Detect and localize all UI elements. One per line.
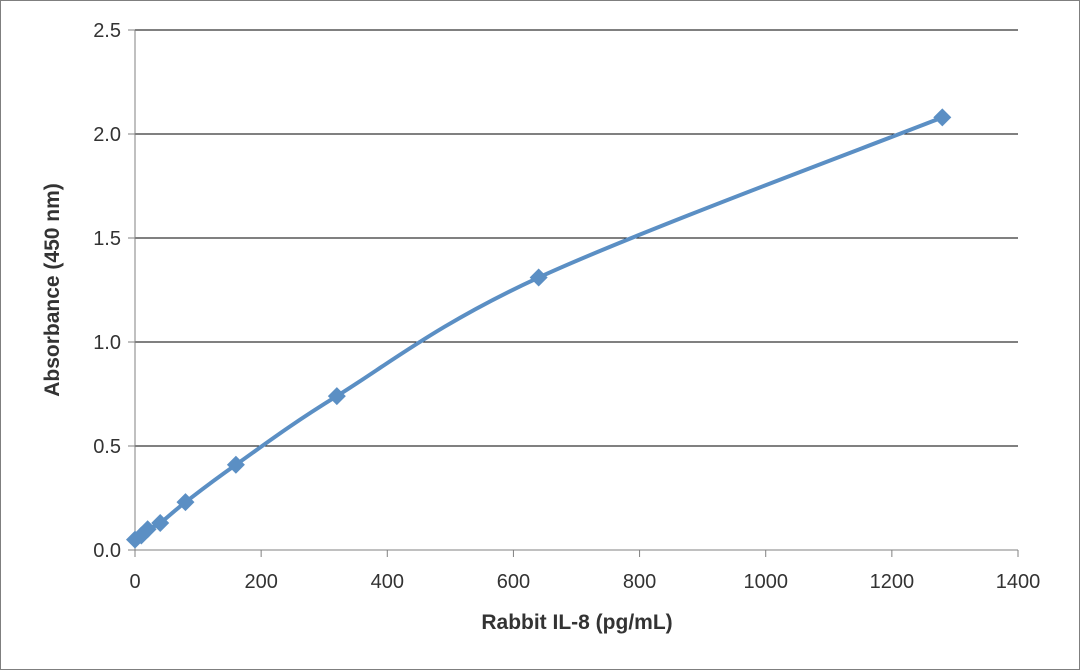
data-point-7 — [529, 268, 548, 287]
series-line — [133, 115, 945, 542]
y-tick-label-4: 2.0 — [93, 124, 121, 146]
y-tick-label-0: 0.0 — [93, 540, 121, 562]
x-tick-labels: 0 200 400 600 800 1000 1200 1400 — [129, 571, 1040, 593]
data-point-6 — [327, 387, 346, 406]
x-tick-label-0: 0 — [129, 571, 140, 593]
x-tick-label-7: 1400 — [996, 571, 1041, 593]
x-tick-label-3: 600 — [497, 571, 530, 593]
data-point-3 — [151, 513, 170, 532]
x-tick-label-2: 400 — [371, 571, 404, 593]
axes — [128, 29, 1019, 557]
x-tick-label-4: 800 — [623, 571, 656, 593]
series-line-path — [133, 115, 945, 542]
x-tick-label-6: 1200 — [870, 571, 915, 593]
y-tick-label-3: 1.5 — [93, 228, 121, 250]
data-point-4 — [176, 493, 195, 512]
y-tick-label-2: 1.0 — [93, 332, 121, 354]
y-axis-title: Absorbance (450 nm) — [41, 183, 64, 397]
data-points — [126, 108, 952, 549]
x-axis-title: Rabbit IL-8 (pg/mL) — [481, 611, 672, 634]
data-point-5 — [226, 455, 245, 474]
y-tick-labels: 0.0 0.5 1.0 1.5 2.0 2.5 — [93, 20, 121, 562]
data-point-2 — [138, 520, 157, 539]
x-tick-label-1: 200 — [244, 571, 277, 593]
y-tick-label-5: 2.5 — [93, 20, 121, 42]
y-tick-label-1: 0.5 — [93, 436, 121, 458]
x-tick-label-5: 1000 — [743, 571, 788, 593]
gridlines — [135, 29, 1018, 447]
data-point-8 — [933, 108, 952, 127]
